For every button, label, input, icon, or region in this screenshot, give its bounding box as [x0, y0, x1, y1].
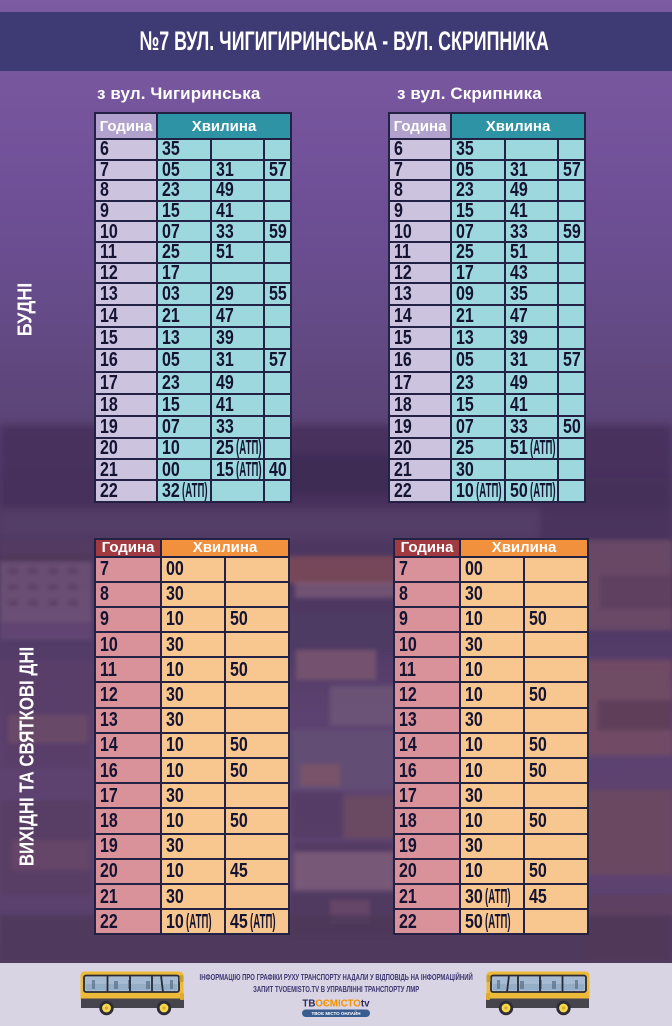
svg-text:ТВОЄ МІСТО ОНЛАЙН: ТВОЄ МІСТО ОНЛАЙН [311, 1009, 360, 1016]
svg-text:ТВОЄМІСТОtv: ТВОЄМІСТОtv [302, 999, 370, 1010]
